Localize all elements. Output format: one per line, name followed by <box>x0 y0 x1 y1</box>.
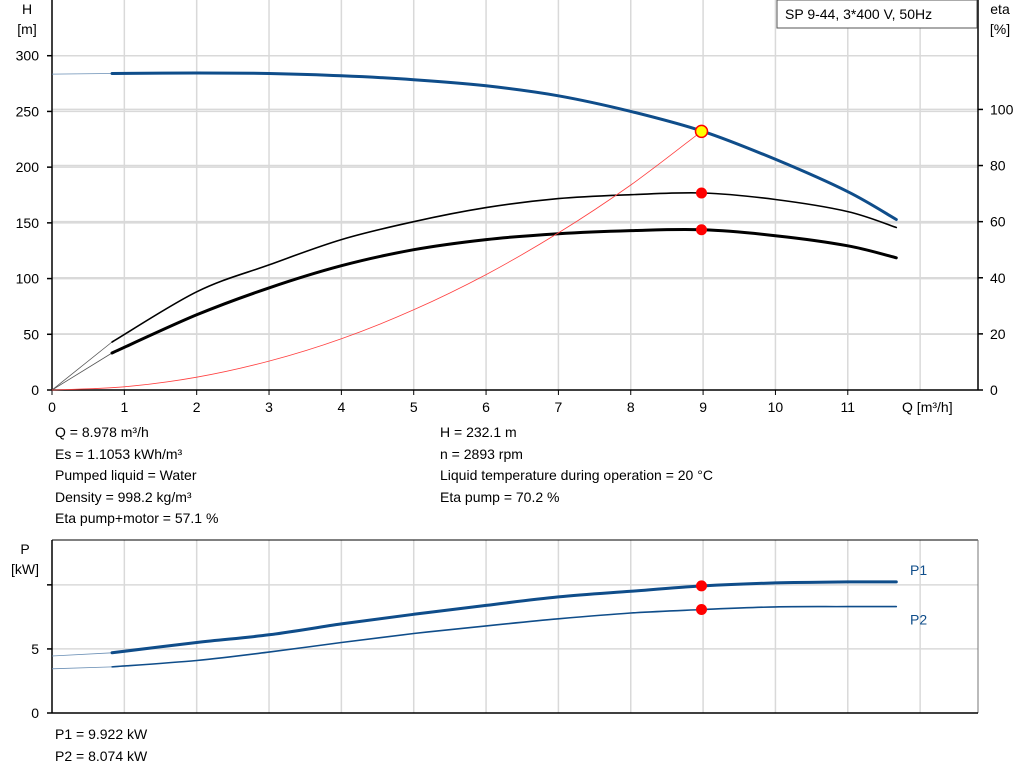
series-line-system <box>51 131 702 391</box>
y-tick-label-left: 200 <box>16 159 40 175</box>
info-h: H = 232.1 m <box>440 424 517 440</box>
x-tick-label: 11 <box>841 399 856 415</box>
y-tick-label-left: 300 <box>16 48 40 64</box>
info-eta-pump-motor: Eta pump+motor = 57.1 % <box>55 510 219 526</box>
duty-point <box>694 124 709 139</box>
series-extension-eta_pump <box>51 341 113 391</box>
legend-label-P1: P1 <box>910 562 927 578</box>
series-line-P1 <box>110 580 898 655</box>
y-axis-label-right: eta <box>990 1 1010 17</box>
series-extension-eta_pump_motor <box>51 352 113 391</box>
series-line-eta_pump <box>111 191 898 343</box>
y-tick-label-right: 0 <box>990 382 998 398</box>
y-tick-label-left: 150 <box>16 215 40 231</box>
duty-point <box>696 580 708 592</box>
x-tick-label: 1 <box>120 399 128 415</box>
power-info: P1 = 9.922 kW P2 = 8.074 kW <box>55 724 147 767</box>
y-tick-label-right: 100 <box>990 101 1014 117</box>
x-tick-label: 5 <box>410 399 418 415</box>
duty-point <box>696 604 708 616</box>
x-tick-label: 4 <box>337 399 345 415</box>
duty-point <box>696 224 708 236</box>
y-tick-label-right: 40 <box>990 270 1006 286</box>
info-p1: P1 = 9.922 kW <box>55 726 148 742</box>
y-tick-label-right: 20 <box>990 326 1006 342</box>
x-axis-label: Q [m³/h] <box>902 399 953 415</box>
y-axis-unit-right: [%] <box>990 21 1010 37</box>
x-tick-label: 7 <box>555 399 563 415</box>
series-extension-P1 <box>51 652 113 657</box>
x-tick-label: 10 <box>768 399 784 415</box>
duty-point <box>696 187 708 199</box>
info-liquid: Pumped liquid = Water <box>55 467 197 483</box>
y-axis-label-left: H <box>22 1 32 17</box>
x-tick-label: 2 <box>193 399 201 415</box>
series-extension-H <box>51 73 113 75</box>
info-q: Q = 8.978 m³/h <box>55 424 149 440</box>
p-tick-label: 0 <box>31 705 39 721</box>
y-tick-label-right: 80 <box>990 158 1006 174</box>
y-tick-label-left: 250 <box>16 103 40 119</box>
title-box <box>776 0 978 29</box>
info-es: Es = 1.1053 kWh/m³ <box>55 445 183 462</box>
info-eta-pump: Eta pump = 70.2 % <box>440 488 560 505</box>
y-tick-label-right: 60 <box>990 214 1006 230</box>
chart-title: SP 9-44, 3*400 V, 50Hz <box>785 6 932 22</box>
x-tick-label: 6 <box>482 399 490 415</box>
y-tick-label-left: 50 <box>23 326 39 342</box>
series-line-eta_pump_motor <box>110 227 898 355</box>
x-tick-label: 8 <box>627 399 635 415</box>
y-tick-label-left: 0 <box>31 382 39 398</box>
info-right: H = 232.1 m n = 2893 rpm Liquid temperat… <box>440 422 713 508</box>
info-p2: P2 = 8.074 kW <box>55 747 148 764</box>
y-tick-label-left: 100 <box>16 271 40 287</box>
legend-label-P2: P2 <box>910 612 927 628</box>
info-density: Density = 998.2 kg/m³ <box>55 488 192 505</box>
info-left: Q = 8.978 m³/h Es = 1.1053 kWh/m³ Pumped… <box>55 422 218 530</box>
p-tick-label: 5 <box>31 641 39 657</box>
y-axis-unit-left: [m] <box>17 21 36 37</box>
p-axis-label: P <box>20 541 29 557</box>
x-tick-label: 3 <box>265 399 273 415</box>
x-tick-label: 9 <box>699 399 707 415</box>
series-extension-P2 <box>51 666 113 670</box>
info-temperature: Liquid temperature during operation = 20… <box>440 467 713 483</box>
p-axis-unit: [kW] <box>11 561 39 577</box>
info-n: n = 2893 rpm <box>440 445 523 462</box>
series-line-P2 <box>111 605 898 668</box>
series-line-H <box>110 71 898 221</box>
x-tick-label: 0 <box>48 399 56 415</box>
